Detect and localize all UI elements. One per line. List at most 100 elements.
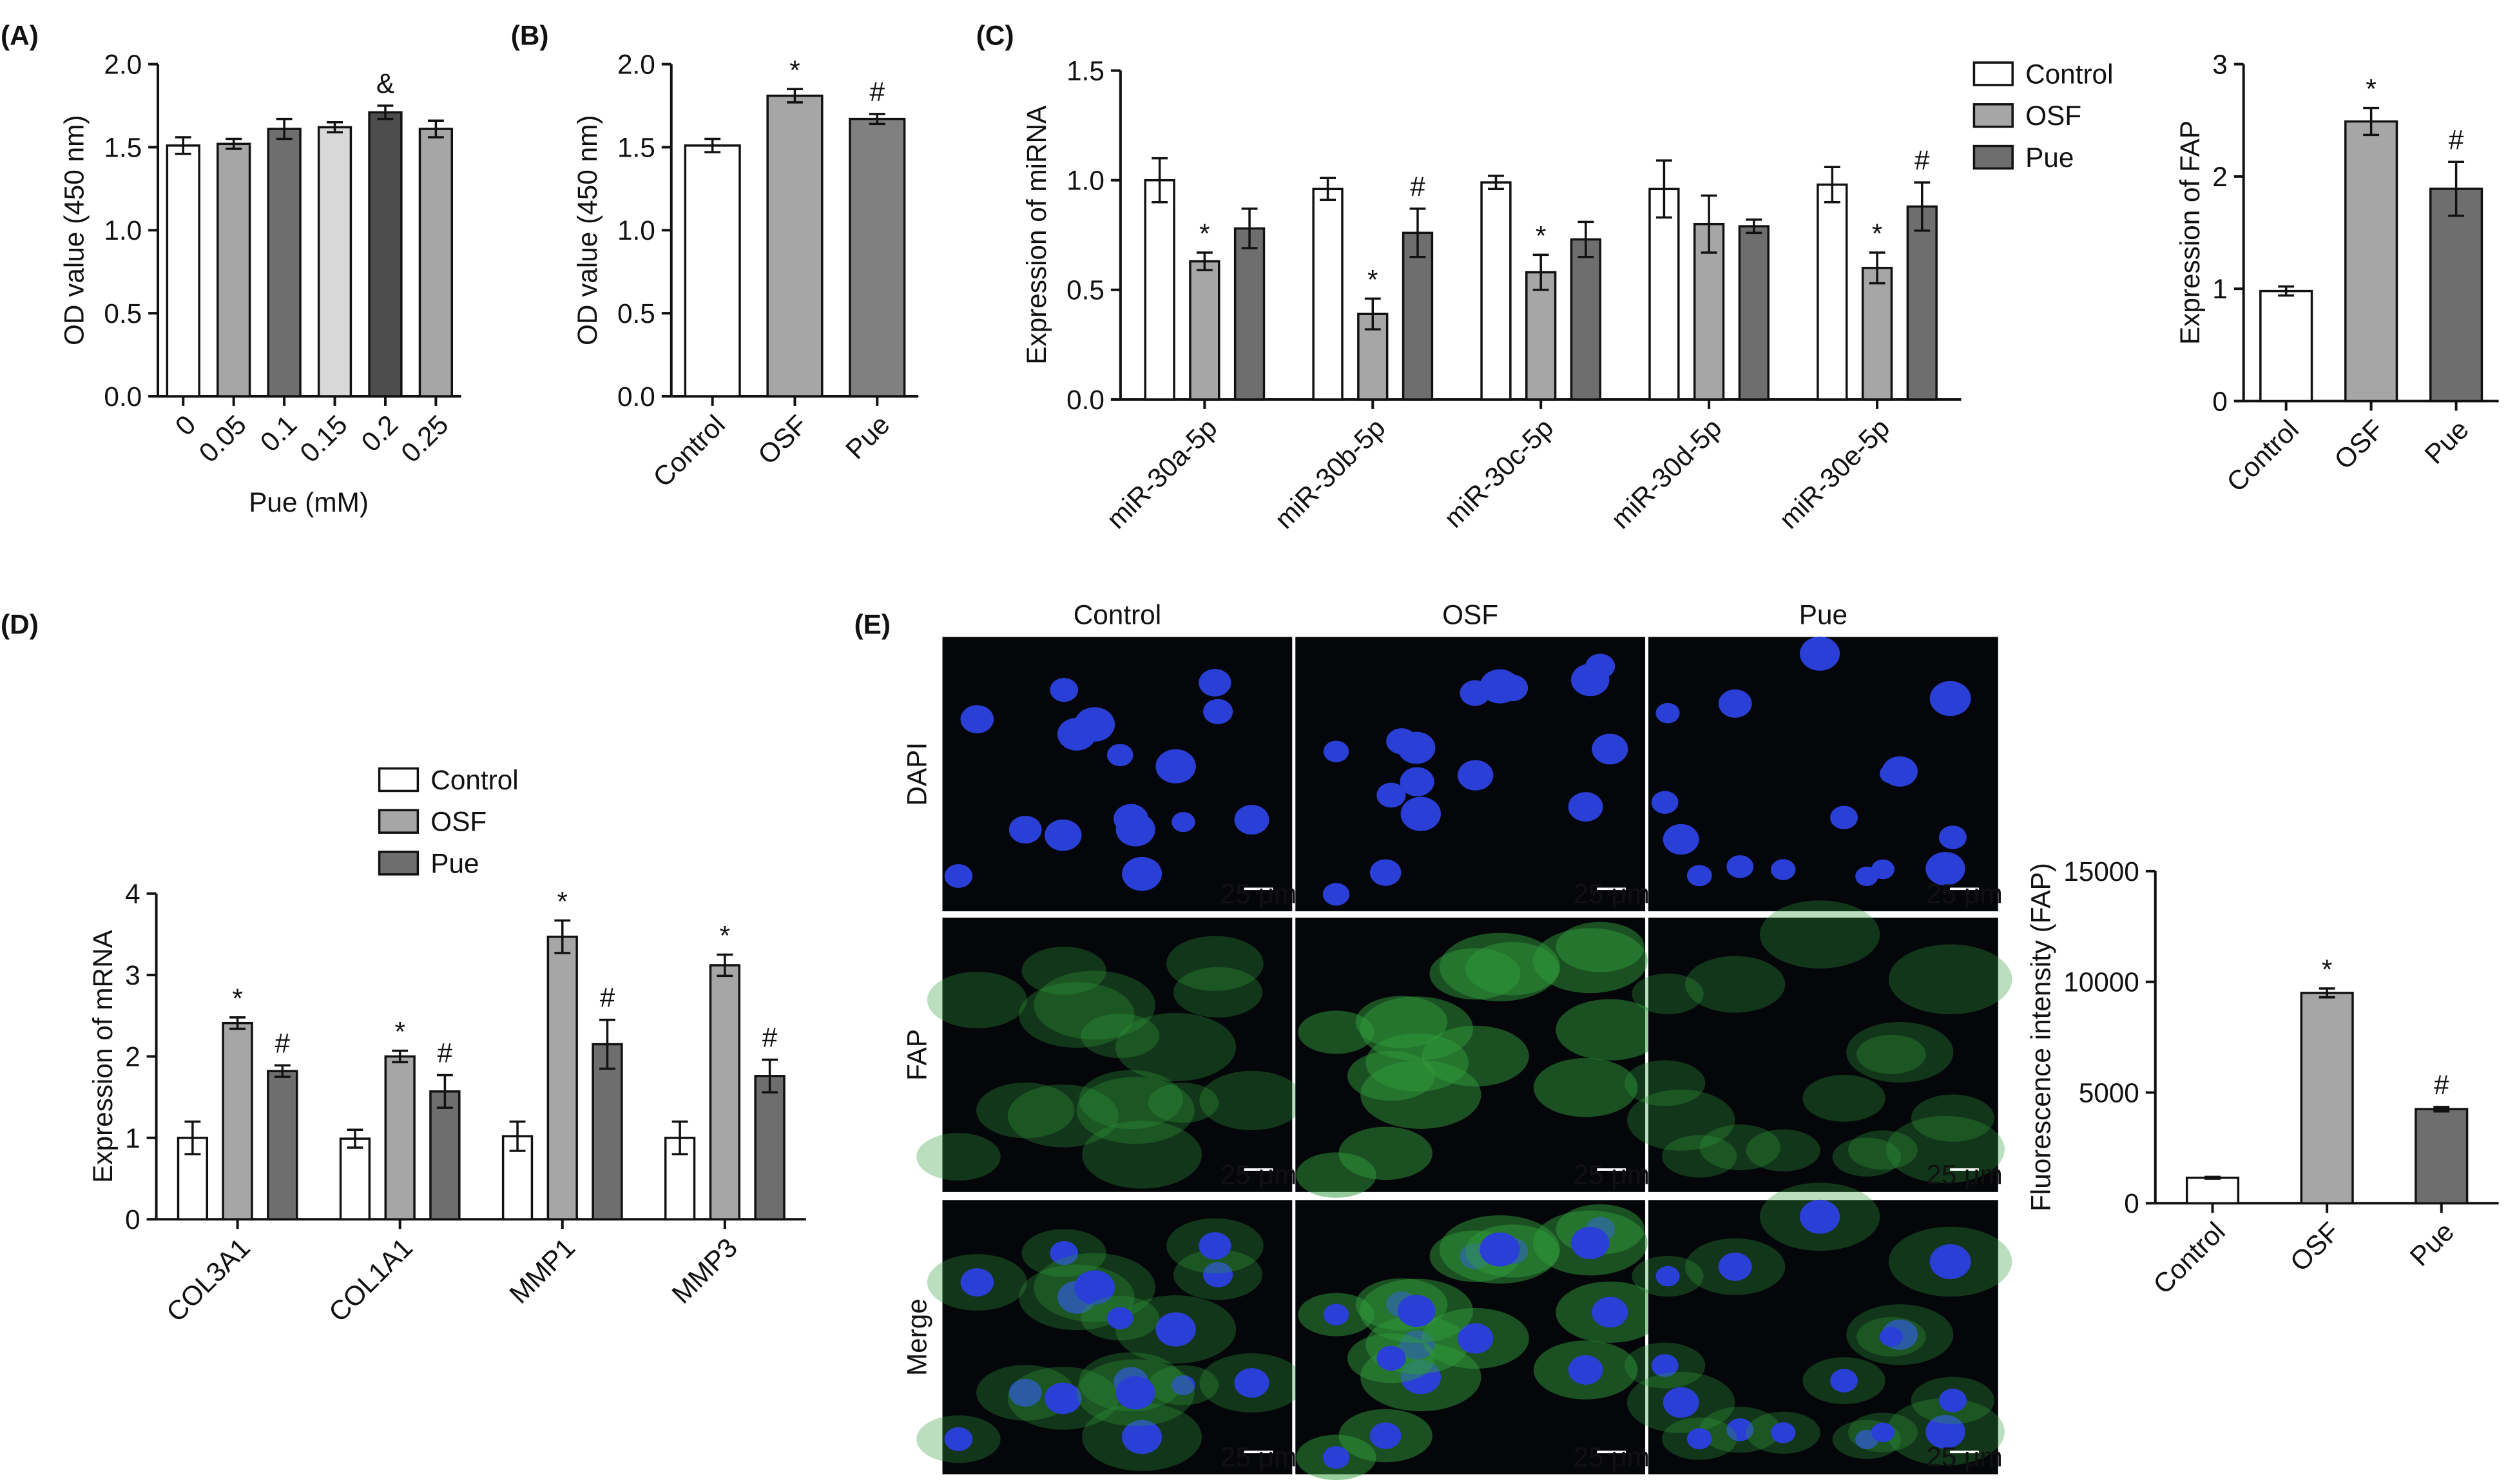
bar bbox=[684, 144, 741, 398]
x-tick-label: Pue bbox=[2418, 414, 2474, 469]
nucleus bbox=[1929, 1244, 1971, 1280]
cell-body bbox=[1627, 1089, 1735, 1151]
significance-marker: # bbox=[1914, 145, 1930, 175]
scale-bar-label: 25 μm bbox=[1926, 1159, 2002, 1190]
cell-body bbox=[927, 971, 1027, 1028]
legend-swatch bbox=[378, 851, 420, 876]
nucleus bbox=[1122, 1420, 1162, 1454]
panel-label: (C) bbox=[976, 21, 1014, 51]
row-label: Merge bbox=[902, 1298, 932, 1376]
bar bbox=[1570, 238, 1602, 401]
y-tick-label: 0 bbox=[2212, 386, 2228, 416]
nucleus bbox=[1376, 782, 1406, 808]
nucleus bbox=[1686, 865, 1712, 887]
cell-body bbox=[1848, 1130, 1918, 1170]
cell-body bbox=[1021, 947, 1106, 995]
nucleus bbox=[960, 1268, 994, 1296]
y-tick-label: 2 bbox=[2212, 162, 2228, 192]
nucleus bbox=[1106, 744, 1133, 767]
nucleus bbox=[944, 863, 973, 888]
significance-marker: # bbox=[762, 1023, 778, 1053]
legend-swatch bbox=[1972, 61, 2014, 86]
panel-label: (B) bbox=[511, 21, 549, 51]
x-tick-label: 0.1 bbox=[255, 409, 303, 458]
cell-body bbox=[1888, 944, 2012, 1014]
nucleus bbox=[1074, 707, 1115, 742]
x-tick-label: OSF bbox=[2284, 1216, 2346, 1277]
y-axis-label: Expression of miRNA bbox=[1021, 105, 1052, 365]
nucleus bbox=[1726, 1418, 1754, 1441]
nucleus bbox=[1800, 1199, 1840, 1234]
nucleus bbox=[1397, 731, 1436, 764]
scale-bar-label: 25 μm bbox=[1574, 1442, 1650, 1472]
y-tick-label: 5000 bbox=[2079, 1077, 2139, 1108]
nucleus bbox=[1369, 1422, 1402, 1449]
y-axis-label: Expression of FAP bbox=[2175, 120, 2205, 345]
cell-body bbox=[1699, 1124, 1781, 1171]
x-tick-label: Pue bbox=[2404, 1216, 2460, 1271]
cell-body bbox=[1148, 1083, 1219, 1123]
nucleus bbox=[1925, 852, 1965, 886]
y-axis-label: OD value (450 nm) bbox=[59, 115, 89, 345]
scale-bar-label: 25 μm bbox=[1926, 879, 2002, 909]
cell-body bbox=[1019, 982, 1135, 1048]
nucleus bbox=[1203, 699, 1233, 724]
nucleus bbox=[1234, 805, 1269, 835]
nucleus bbox=[1830, 805, 1858, 829]
nucleus bbox=[1880, 1327, 1903, 1347]
x-tick-label: MMP3 bbox=[666, 1232, 744, 1309]
cell-body bbox=[1082, 1121, 1202, 1189]
micrograph bbox=[1648, 918, 1998, 1192]
nucleus bbox=[1369, 859, 1402, 886]
bar bbox=[429, 1090, 461, 1220]
significance-marker: # bbox=[1410, 171, 1425, 202]
y-tick-label: 1.0 bbox=[104, 215, 142, 246]
bar bbox=[339, 1137, 371, 1220]
significance-marker: * bbox=[232, 983, 242, 1014]
nucleus bbox=[1322, 883, 1350, 906]
significance-marker: # bbox=[438, 1038, 453, 1068]
x-tick-label: COL1A1 bbox=[323, 1232, 418, 1327]
nucleus bbox=[1457, 1323, 1494, 1354]
x-tick-label: miR-30b-5p bbox=[1269, 412, 1391, 535]
nucleus bbox=[1568, 792, 1603, 822]
bar bbox=[1402, 231, 1434, 401]
significance-marker: * bbox=[2322, 954, 2332, 985]
bar bbox=[2429, 188, 2483, 403]
y-tick-label: 1.5 bbox=[104, 132, 142, 162]
bar bbox=[546, 936, 578, 1220]
nucleus bbox=[1074, 1270, 1115, 1305]
y-tick-label: 1 bbox=[2212, 274, 2228, 304]
cell-body bbox=[916, 1133, 1001, 1181]
nucleus bbox=[1323, 740, 1349, 763]
y-tick-label: 10000 bbox=[2063, 967, 2139, 997]
nucleus bbox=[1480, 1232, 1520, 1267]
x-tick-label: miR-30e-5p bbox=[1773, 412, 1896, 535]
column-header: Control bbox=[1074, 600, 1161, 630]
y-tick-label: 0.0 bbox=[104, 381, 142, 412]
nucleus bbox=[1771, 859, 1796, 880]
x-tick-label: 0.2 bbox=[355, 409, 403, 458]
cell-body bbox=[1911, 1094, 1995, 1142]
significance-marker: * bbox=[394, 1017, 405, 1047]
nucleus bbox=[1400, 767, 1434, 796]
significance-marker: * bbox=[1536, 220, 1546, 251]
bar bbox=[1233, 227, 1266, 401]
significance-marker: * bbox=[1199, 218, 1210, 249]
bar bbox=[418, 128, 454, 398]
nucleus bbox=[1880, 764, 1903, 784]
cell-body bbox=[1360, 996, 1474, 1061]
bar bbox=[2300, 992, 2354, 1205]
cell-body bbox=[1856, 1034, 1926, 1074]
y-tick-label: 0.0 bbox=[1066, 385, 1104, 415]
micrograph bbox=[942, 1200, 1293, 1475]
bar bbox=[1189, 260, 1220, 401]
nucleus bbox=[1663, 1387, 1699, 1418]
y-tick-label: 15000 bbox=[2063, 856, 2139, 887]
bar bbox=[2185, 1177, 2240, 1205]
bar bbox=[1693, 222, 1725, 401]
bar bbox=[384, 1055, 416, 1220]
nucleus bbox=[1571, 663, 1610, 697]
x-tick-label: OSF bbox=[752, 409, 813, 470]
x-tick-label: Control bbox=[2221, 414, 2304, 497]
